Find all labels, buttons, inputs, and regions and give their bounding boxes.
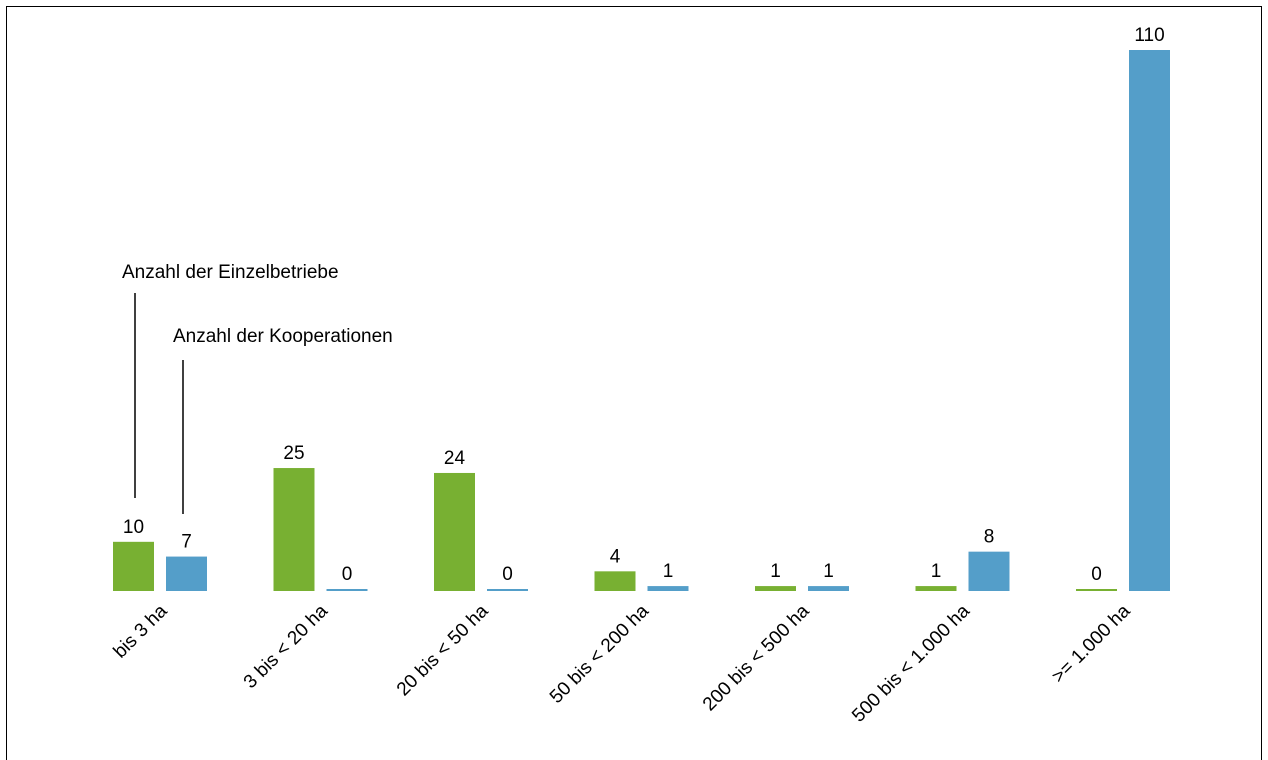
- bar: [647, 586, 689, 591]
- value-label: 25: [283, 443, 304, 464]
- bar: [166, 556, 207, 591]
- bar: [434, 472, 475, 591]
- frame: [6, 6, 1262, 760]
- bar: [487, 589, 528, 591]
- bar: [326, 589, 368, 591]
- bar: [915, 586, 957, 591]
- bar: [808, 586, 849, 591]
- value-label: 1: [770, 561, 781, 582]
- bar: [1129, 50, 1170, 591]
- value-label: 1: [931, 561, 942, 582]
- value-label: 7: [181, 532, 192, 553]
- bar: [1076, 589, 1117, 591]
- bar: [594, 571, 636, 591]
- x-tick-label: 200 bis < 500 ha: [699, 600, 814, 715]
- bar: [113, 541, 154, 591]
- value-label: 0: [1091, 564, 1102, 585]
- value-label: 0: [502, 564, 513, 585]
- value-label: 1: [823, 561, 834, 582]
- bar: [273, 468, 315, 591]
- value-label: 110: [1134, 25, 1164, 46]
- value-label: 10: [123, 517, 144, 538]
- x-tick-label: 20 bis < 50 ha: [393, 600, 493, 700]
- x-tick-label: bis 3 ha: [110, 600, 172, 662]
- x-tick-label: 50 bis < 200 ha: [546, 600, 653, 707]
- bar: [968, 551, 1010, 591]
- x-tick-label: >= 1.000 ha: [1048, 600, 1135, 687]
- value-label: 1: [663, 561, 674, 582]
- value-label: 4: [610, 546, 621, 567]
- value-label: 24: [444, 448, 466, 469]
- value-label: 8: [984, 527, 995, 548]
- series-annotation: Anzahl der Einzelbetriebe: [122, 262, 339, 283]
- series-annotation: Anzahl der Kooperationen: [173, 326, 393, 347]
- x-tick-label: 500 bis < 1.000 ha: [848, 600, 974, 726]
- bar: [755, 586, 796, 591]
- x-tick-label: 3 bis < 20 ha: [240, 600, 332, 692]
- value-label: 0: [342, 564, 353, 585]
